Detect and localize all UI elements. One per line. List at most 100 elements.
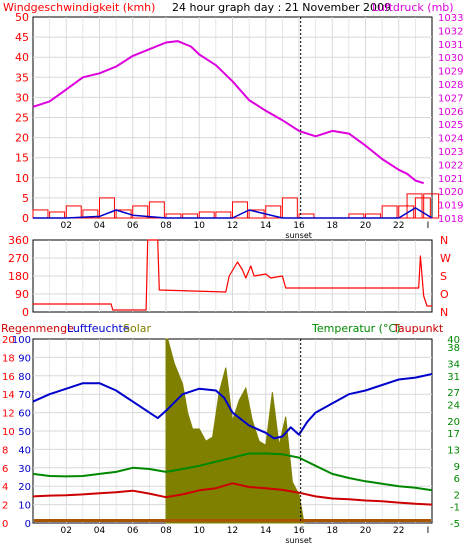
panel3-x-tick-label: 14 <box>260 526 272 536</box>
panel1-x-tick-label: 22 <box>393 221 404 231</box>
panel3-humidity-tick-label: 100 <box>12 335 31 346</box>
wind-gust-bar <box>265 205 282 219</box>
temperature-axis-title: Temperatur (°C) <box>311 322 400 335</box>
panel1-x-tick-label: 12 <box>227 221 238 231</box>
panel1-x-tick-label: 20 <box>360 221 372 231</box>
panel1-right-tick-label: 1018 <box>438 214 463 225</box>
panel2-left-tick-label: 0 <box>22 306 29 319</box>
panel1-left-tick-label: 20 <box>15 132 29 145</box>
panel1-x-tick-label: 10 <box>194 221 206 231</box>
panel1-right-tick-label: 1022 <box>438 160 463 171</box>
humidity-temperature-panel: 024681012141618200102030405060708090100-… <box>2 335 460 545</box>
rain-baseline-bar <box>34 519 431 522</box>
panel1-right-tick-label: 1029 <box>438 67 463 78</box>
pressure-axis-title: Luftdruck (mb) <box>372 1 454 14</box>
panel3-rain-tick-label: 6 <box>2 464 8 475</box>
panel3-x-tick-label: 18 <box>327 526 339 536</box>
panel3-temperature-tick-label: -5 <box>450 519 460 530</box>
panel1-left-tick-label: 0 <box>22 212 29 225</box>
panel1-x-tick-label: 16 <box>293 221 305 231</box>
panel1-right-tick-label: 1032 <box>438 26 463 37</box>
panel3-rain-tick-label: 20 <box>2 335 15 346</box>
panel2-left-tick-label: 270 <box>8 252 29 265</box>
panel3-temperature-tick-label: 2 <box>454 490 460 501</box>
panel1-left-tick-label: 50 <box>15 11 29 24</box>
pressure-line <box>32 40 425 185</box>
panel3-humidity-tick-label: 80 <box>18 372 31 383</box>
panel2-compass-label: N <box>440 234 448 247</box>
panel3-x-tick-label: 10 <box>194 526 206 536</box>
panel3-rain-tick-label: 10 <box>2 427 15 438</box>
wind-average-line <box>33 207 433 219</box>
panel3-humidity-tick-label: 20 <box>18 482 31 493</box>
panel3-temperature-tick-label: 31 <box>447 372 460 383</box>
chart-title: 24 hour graph day : 21 November 2009 <box>172 1 391 14</box>
panel1-right-tick-label: 1027 <box>438 93 463 104</box>
panel1-x-tick-label: 14 <box>260 221 272 231</box>
wind-gust-bar <box>99 197 115 219</box>
panel3-rain-tick-label: 0 <box>2 519 8 530</box>
panel3-humidity-tick-label: 40 <box>18 445 31 456</box>
panel3-sunset-label: sunset <box>285 536 312 545</box>
panel3-x-tick-label: 12 <box>227 526 238 536</box>
panel1-right-tick-label: 1030 <box>438 53 463 64</box>
panel1-right-tick-label: 1020 <box>438 187 463 198</box>
panel2-compass-label: N <box>440 306 448 319</box>
wind-gust-bar <box>406 193 423 219</box>
humidity-line <box>32 373 433 440</box>
temperature-line <box>32 452 433 492</box>
dewpoint-line <box>32 482 433 506</box>
panel1-x-tick-label: 04 <box>94 221 106 231</box>
panel2-compass-label: W <box>440 252 451 265</box>
panel3-rain-tick-label: 12 <box>2 409 15 420</box>
panel1-left-tick-label: 35 <box>15 71 29 84</box>
wind-gust-bar <box>82 209 99 219</box>
panel2-compass-label: S <box>440 270 447 283</box>
panel1-right-tick-label: 1023 <box>438 147 463 158</box>
panel3-rain-tick-label: 2 <box>2 501 8 512</box>
dewpoint-axis-title: Taupunkt <box>392 322 444 335</box>
panel1-right-tick-label: 1025 <box>438 120 463 131</box>
panel1-x-tick-label: 18 <box>327 221 339 231</box>
panel1-x-tick-label: 02 <box>61 221 72 231</box>
panel1-left-tick-label: 45 <box>15 31 29 44</box>
panel3-humidity-tick-label: 10 <box>18 501 31 512</box>
panel3-temperature-tick-label: 20 <box>447 417 460 428</box>
panel3-x-tick-label: 20 <box>360 526 372 536</box>
wind-gust-bar <box>148 201 165 219</box>
panel3-humidity-tick-label: 0 <box>25 519 31 530</box>
panel3-rain-tick-label: 16 <box>2 372 15 383</box>
panel3-humidity-tick-label: 50 <box>18 427 31 438</box>
panel3-x-tick-label: 22 <box>393 526 404 536</box>
panel2-left-tick-label: 360 <box>8 234 29 247</box>
panel3-temperature-tick-label: 17 <box>447 429 460 440</box>
panel1-right-tick-label: 1031 <box>438 40 463 51</box>
panel3-x-tick-label: 02 <box>61 526 72 536</box>
panel1-sunset-label: sunset <box>285 231 312 240</box>
panel1-right-tick-label: 1028 <box>438 80 463 91</box>
panel3-x-tick-label: 04 <box>94 526 106 536</box>
panel1-x-tick-label: I <box>427 221 430 231</box>
panel3-temperature-tick-label: 6 <box>454 474 460 485</box>
wind-gust-bar <box>398 205 415 219</box>
wind-axis-title: Windgeschwindigkeit (kmh) <box>3 1 155 14</box>
panel3-temperature-tick-label: 38 <box>447 343 460 354</box>
panel1-right-tick-label: 1019 <box>438 201 463 212</box>
panel1-x-tick-label: 06 <box>127 221 139 231</box>
panel1-x-tick-label: 08 <box>160 221 172 231</box>
wind-pressure-panel: 0510152025303540455010181019102010211022… <box>15 11 463 240</box>
panel3-temperature-tick-label: 27 <box>447 388 460 399</box>
wind-direction-line <box>33 239 432 311</box>
panel3-temperature-tick-label: 40 <box>447 335 460 346</box>
panel3-rain-tick-label: 18 <box>2 353 15 364</box>
panel1-right-tick-label: 1024 <box>438 134 463 145</box>
rain-axis-title: Regenmenge <box>1 322 74 335</box>
panel3-x-tick-label: I <box>427 526 430 536</box>
panel1-left-tick-label: 40 <box>15 51 29 64</box>
panel3-x-tick-label: 16 <box>293 526 305 536</box>
panel3-x-tick-label: 08 <box>160 526 172 536</box>
panel3-humidity-tick-label: 70 <box>18 390 31 401</box>
panel1-right-tick-label: 1021 <box>438 174 463 185</box>
